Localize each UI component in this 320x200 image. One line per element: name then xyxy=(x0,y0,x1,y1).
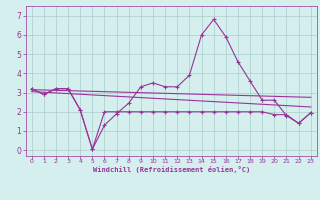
X-axis label: Windchill (Refroidissement éolien,°C): Windchill (Refroidissement éolien,°C) xyxy=(92,166,250,173)
